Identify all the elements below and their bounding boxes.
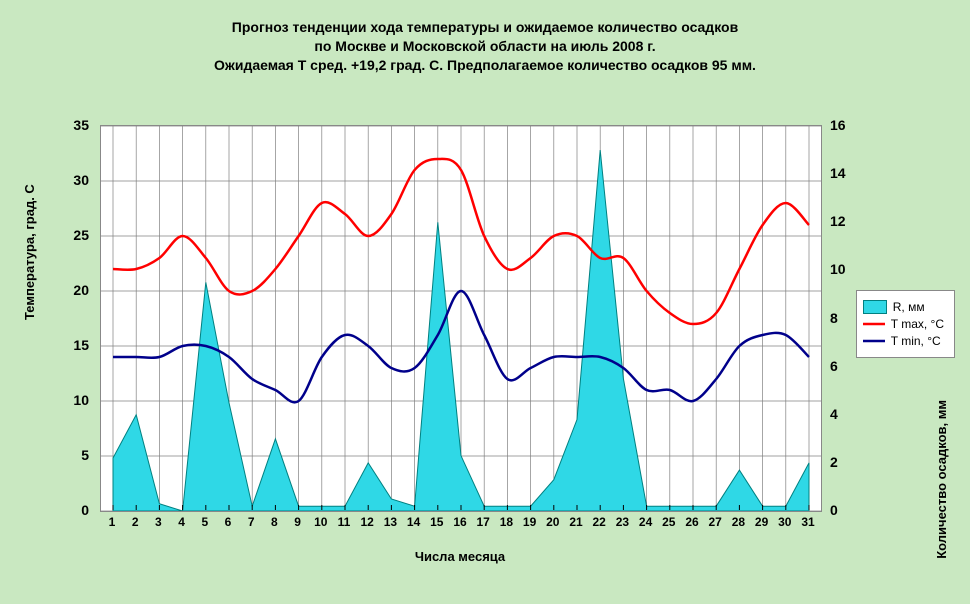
legend-label: T max, °C [891, 317, 944, 331]
x-tick: 19 [523, 515, 536, 529]
x-tick: 1 [109, 515, 116, 529]
title-line-2: по Москве и Московской области на июль 2… [0, 37, 970, 56]
x-tick: 30 [778, 515, 791, 529]
y-right-tick: 0 [830, 502, 870, 518]
legend-item: T min, °C [863, 334, 944, 348]
x-tick: 17 [477, 515, 490, 529]
legend-item: T max, °C [863, 317, 944, 331]
legend-line-icon [863, 334, 885, 348]
x-tick: 7 [248, 515, 255, 529]
x-tick: 23 [616, 515, 629, 529]
legend-label: R, мм [893, 300, 925, 314]
x-tick: 2 [132, 515, 139, 529]
y-left-tick: 15 [49, 337, 89, 353]
x-tick: 22 [593, 515, 606, 529]
legend: R, мм T max, °C T min, °C [856, 290, 955, 358]
x-tick: 15 [430, 515, 443, 529]
x-tick: 11 [338, 515, 351, 529]
chart-title: Прогноз тенденции хода температуры и ожи… [0, 0, 970, 75]
x-tick: 27 [709, 515, 722, 529]
x-tick: 13 [384, 515, 397, 529]
y-right-tick: 2 [830, 454, 870, 470]
y-right-tick: 16 [830, 117, 870, 133]
x-tick: 9 [294, 515, 301, 529]
x-tick: 20 [546, 515, 559, 529]
x-tick: 4 [178, 515, 185, 529]
y-right-axis-label: Количество осадков, мм [934, 400, 949, 559]
y-left-tick: 30 [49, 172, 89, 188]
legend-line-icon [863, 317, 885, 331]
y-right-tick: 12 [830, 213, 870, 229]
y-left-tick: 5 [49, 447, 89, 463]
y-right-tick: 4 [830, 406, 870, 422]
y-left-tick: 0 [49, 502, 89, 518]
x-tick: 25 [662, 515, 675, 529]
x-tick: 10 [314, 515, 327, 529]
y-left-tick: 10 [49, 392, 89, 408]
x-tick: 16 [453, 515, 466, 529]
x-tick: 8 [271, 515, 278, 529]
x-tick: 6 [225, 515, 232, 529]
x-tick: 28 [732, 515, 745, 529]
x-tick: 24 [639, 515, 652, 529]
y-right-tick: 6 [830, 358, 870, 374]
y-right-tick: 10 [830, 261, 870, 277]
x-tick: 5 [201, 515, 208, 529]
chart-container: Прогноз тенденции хода температуры и ожи… [0, 0, 970, 604]
y-left-ticks: 05101520253035 [55, 125, 95, 510]
x-tick: 29 [755, 515, 768, 529]
y-right-tick: 14 [830, 165, 870, 181]
x-tick: 21 [569, 515, 582, 529]
legend-swatch [863, 300, 887, 314]
x-tick: 3 [155, 515, 162, 529]
plot-svg [101, 126, 821, 511]
x-axis-label: Числа месяца [100, 549, 820, 564]
x-tick: 31 [801, 515, 814, 529]
y-left-tick: 20 [49, 282, 89, 298]
plot-area [100, 125, 822, 512]
legend-item: R, мм [863, 300, 944, 314]
x-tick: 12 [361, 515, 374, 529]
x-tick: 18 [500, 515, 513, 529]
title-line-1: Прогноз тенденции хода температуры и ожи… [0, 18, 970, 37]
x-tick: 14 [407, 515, 420, 529]
legend-label: T min, °C [891, 334, 941, 348]
y-left-axis-label: Температура, град. С [22, 184, 37, 320]
y-left-tick: 35 [49, 117, 89, 133]
x-tick: 26 [685, 515, 698, 529]
title-line-3: Ожидаемая Т сред. +19,2 град. С. Предпол… [0, 56, 970, 75]
y-left-tick: 25 [49, 227, 89, 243]
